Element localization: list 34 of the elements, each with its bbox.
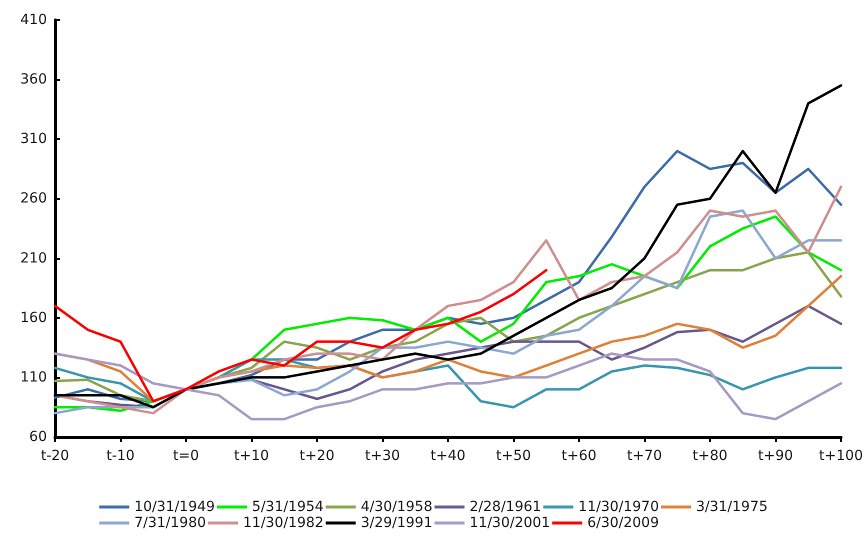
y-tick-label: 310: [20, 131, 47, 148]
x-tick-label: t+90: [758, 448, 794, 464]
x-tick-label: t+70: [626, 448, 662, 464]
x-tick-label: t+40: [430, 448, 466, 464]
legend-label: 3/31/1975: [696, 499, 768, 515]
y-tick-label: 160: [20, 310, 47, 326]
y-tick-label: 110: [20, 369, 47, 386]
legend-label: 7/31/1980: [134, 515, 206, 531]
line-series: [54, 352, 842, 420]
legend-label: 10/31/1949: [134, 499, 215, 515]
x-tick-label: t+100: [819, 448, 863, 464]
legend-label: 5/31/1954: [252, 499, 324, 515]
x-tick-label: t-20: [40, 448, 70, 464]
x-tick-label: t+20: [299, 448, 335, 464]
legend-label: 11/30/2001: [470, 515, 550, 531]
x-tick-label: t+10: [234, 448, 270, 464]
line-series: [54, 268, 548, 403]
x-tick-label: t+80: [692, 448, 728, 464]
y-tick-label: 410: [20, 12, 47, 28]
y-tick-label: 260: [20, 190, 47, 207]
legend-label: 11/30/1970: [578, 499, 659, 515]
x-tick-label: t+50: [496, 448, 532, 464]
x-tick-label: t+60: [561, 448, 597, 464]
x-tick-label: t+30: [364, 448, 400, 464]
legend-label: 3/29/1991: [360, 515, 433, 531]
y-tick-label: 210: [20, 250, 47, 266]
x-tick-label: t-10: [106, 448, 135, 464]
legend-label: 6/30/2009: [587, 515, 659, 531]
legend-label: 11/30/1982: [243, 515, 324, 531]
y-tick-label: 360: [20, 72, 47, 88]
x-tick-label: t=0: [172, 448, 200, 464]
y-tick-label: 60: [29, 429, 47, 445]
legend-label: 4/30/1958: [360, 499, 433, 515]
legend-label: 2/28/1961: [470, 499, 542, 515]
